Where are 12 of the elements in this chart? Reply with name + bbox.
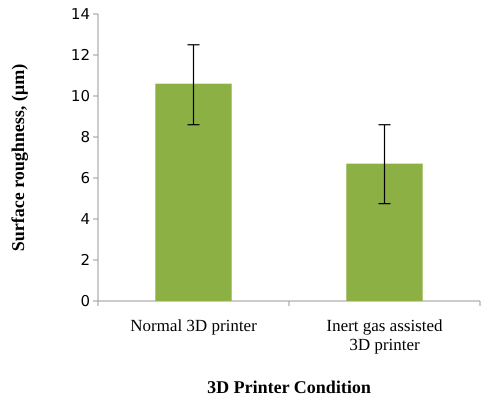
y-tick-label: 2	[80, 250, 90, 269]
x-tick-label: Inert gas assisted 3D printer	[326, 316, 444, 354]
x-tick-label: Normal 3D printer	[130, 316, 258, 335]
y-tick-label: 10	[70, 86, 90, 105]
y-tick-label: 8	[80, 128, 90, 146]
y-axis-title: Surface roughness, (µm)	[8, 64, 28, 252]
x-axis-title: 3D Printer Condition	[207, 377, 371, 397]
y-tick-label: 6	[80, 168, 90, 187]
y-tick-label: 4	[80, 210, 90, 228]
y-tick-label: 14	[70, 4, 90, 23]
y-tick-label: 0	[80, 292, 90, 310]
y-tick-label: 12	[70, 46, 90, 64]
